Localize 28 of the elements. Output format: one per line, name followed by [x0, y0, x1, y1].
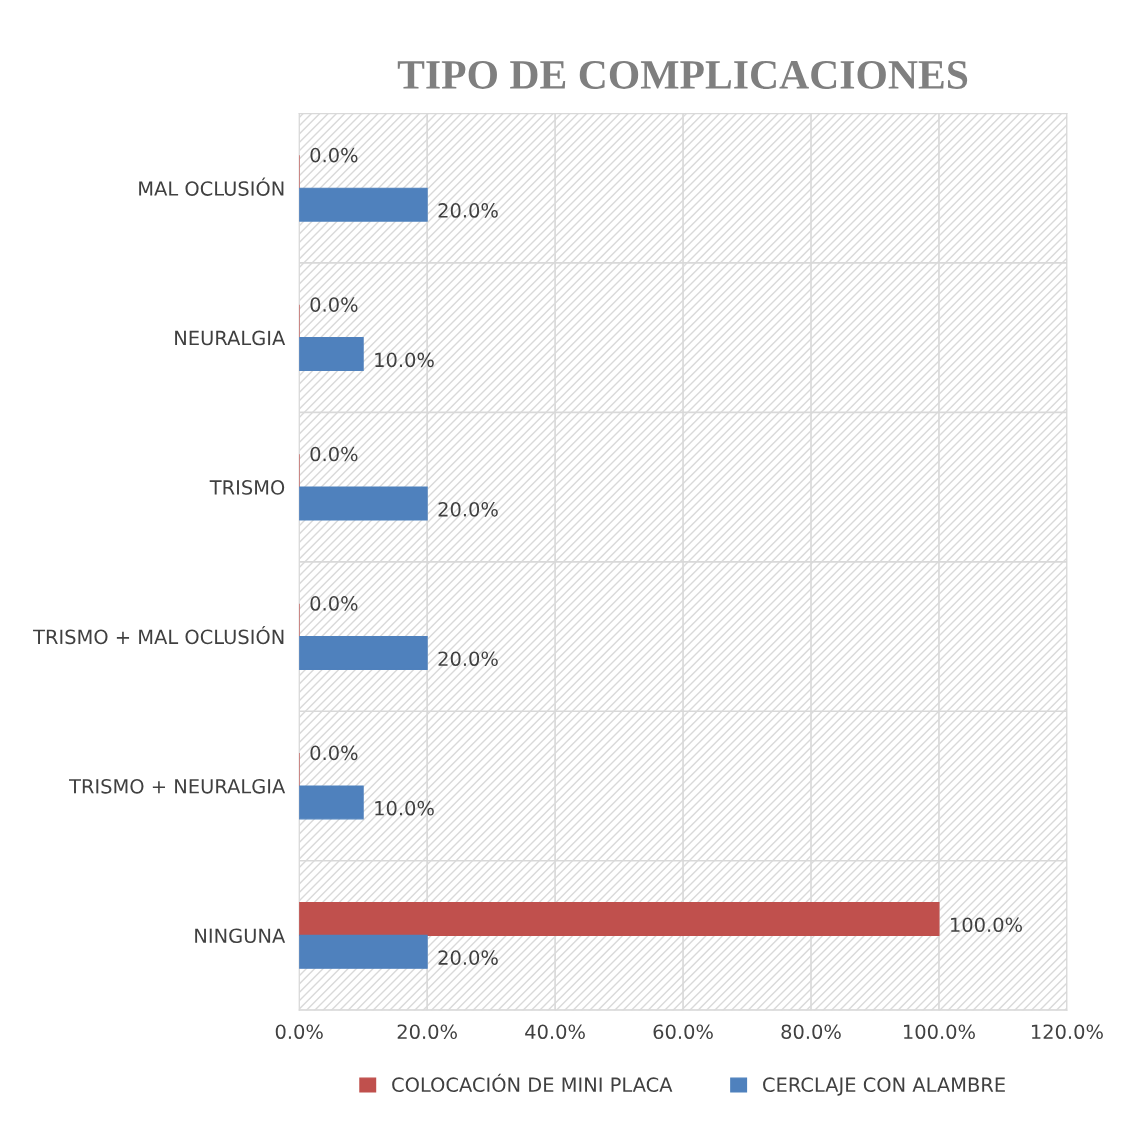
- data-label: 0.0%: [310, 147, 358, 163]
- y-tick-label: NINGUNA: [195, 928, 286, 944]
- data-label: 20.0%: [438, 203, 498, 218]
- data-label: 100.0%: [951, 917, 1022, 933]
- legend-label: CERCLAJE CON ALAMBRE: [763, 1077, 1005, 1096]
- data-label: 20.0%: [438, 501, 498, 517]
- data-label: 0.0%: [310, 297, 358, 312]
- data-label: 20.0%: [438, 950, 498, 965]
- legend-label: COLOCACIÓN DE MINI PLACA: [392, 1073, 673, 1093]
- data-label: 20.0%: [438, 651, 498, 667]
- x-tick-label: 20.0%: [397, 1024, 457, 1040]
- y-tick-label: TRISMO: [209, 480, 285, 495]
- y-tick-label: TRISMO + MAL OCLUSIÓN: [33, 625, 284, 645]
- y-tick-label: TRISMO + NEURALGIA: [69, 778, 286, 794]
- x-tick-label: 0.0%: [275, 1024, 323, 1040]
- y-tick-label: NEURALGIA: [175, 330, 286, 346]
- x-tick-label: 100.0%: [904, 1024, 975, 1040]
- x-tick-label: 80.0%: [781, 1024, 841, 1040]
- x-tick-label: 120.0%: [1031, 1024, 1103, 1040]
- x-tick-label: 40.0%: [525, 1024, 585, 1040]
- data-label: 10.0%: [375, 800, 434, 816]
- y-tick-label: MAL OCLUSIÓN: [139, 177, 284, 196]
- data-label: 0.0%: [310, 596, 358, 611]
- data-label: 10.0%: [375, 352, 434, 368]
- chart-title: TIPO DE COMPLICACIONES: [397, 60, 968, 89]
- x-tick-label: 60.0%: [653, 1024, 713, 1040]
- data-label: 0.0%: [310, 446, 358, 462]
- data-label: 0.0%: [310, 745, 358, 761]
